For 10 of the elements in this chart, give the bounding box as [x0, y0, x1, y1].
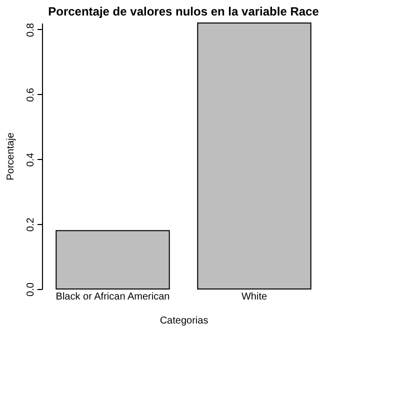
y-tick-label: 0.0 — [26, 282, 36, 296]
y-axis-title: Porcentaje — [6, 132, 16, 180]
y-tick-label: 0.4 — [26, 152, 36, 167]
y-tick-label: 0.6 — [26, 87, 36, 102]
chart-title: Porcentaje de valores nulos en la variable Race — [48, 4, 320, 18]
y-tick-label: 0.2 — [26, 217, 36, 232]
y-tick-label: 0.8 — [26, 22, 36, 37]
x-tick-label: Black or African American — [56, 292, 170, 302]
x-tick-label: White — [241, 292, 268, 302]
x-axis-title: Categorias — [160, 316, 208, 326]
